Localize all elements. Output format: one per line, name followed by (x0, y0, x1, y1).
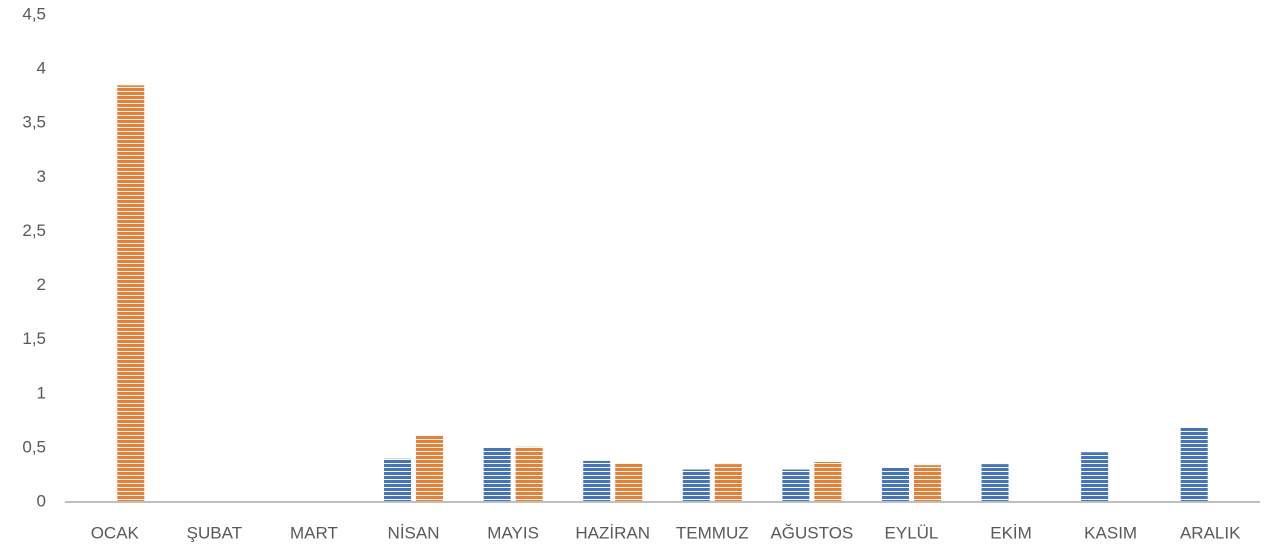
y-tick-label: 1 (37, 383, 46, 402)
y-tick-label: 0,5 (22, 437, 46, 456)
x-tick-label: TEMMUZ (676, 523, 749, 542)
bar (1180, 427, 1208, 502)
x-tick-label: NİSAN (388, 523, 440, 542)
bar (515, 446, 543, 502)
y-tick-label: 3,5 (22, 113, 46, 132)
x-tick-label: EKİM (990, 523, 1032, 542)
bar (913, 465, 941, 502)
x-tick-label: HAZİRAN (575, 523, 650, 542)
y-tick-label: 4 (37, 59, 46, 78)
y-tick-label: 3 (37, 167, 46, 186)
bar (384, 458, 412, 502)
bar (615, 463, 643, 502)
y-tick-label: 1,5 (22, 329, 46, 348)
x-tick-label: MAYIS (487, 523, 539, 542)
bar (1081, 452, 1109, 502)
bar (117, 85, 145, 502)
x-tick-label: EYLÜL (885, 523, 939, 542)
x-tick-label: AĞUSTOS (770, 523, 853, 542)
x-tick-label: ARALIK (1180, 523, 1241, 542)
bar (814, 461, 842, 502)
bar (483, 447, 511, 502)
x-tick-label: ŞUBAT (187, 523, 242, 542)
x-tick-label: MART (290, 523, 338, 542)
bar (981, 464, 1009, 502)
y-tick-label: 2,5 (22, 221, 46, 240)
bar (881, 467, 909, 502)
x-tick-label: OCAK (91, 523, 140, 542)
bar (682, 469, 710, 502)
y-tick-label: 2 (37, 275, 46, 294)
bar (714, 464, 742, 502)
bar (583, 460, 611, 502)
y-tick-label: 4,5 (22, 4, 46, 23)
x-tick-label: KASIM (1084, 523, 1137, 542)
bar (416, 435, 444, 502)
bar (782, 469, 810, 502)
y-tick-label: 0 (37, 491, 46, 510)
